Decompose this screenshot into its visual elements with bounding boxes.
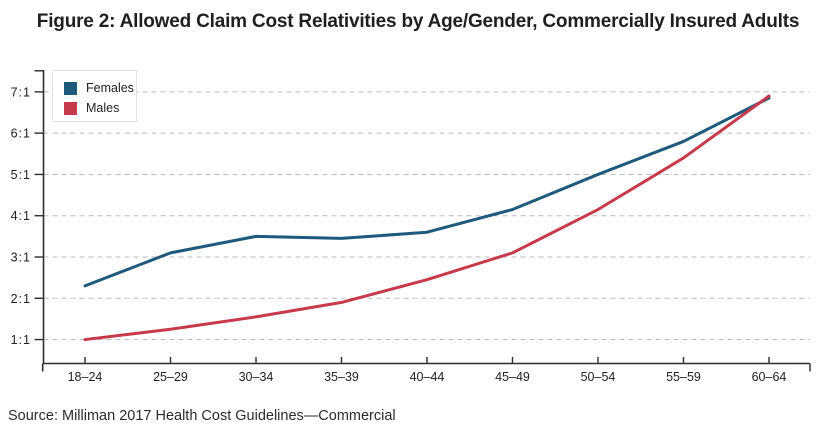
y-tick-label: 3:1	[11, 250, 31, 264]
legend-label-females: Females	[86, 81, 134, 95]
y-tick-label: 4:1	[11, 209, 31, 223]
x-tick-label: 45–49	[495, 370, 530, 384]
figure-title: Figure 2: Allowed Claim Cost Relativitie…	[36, 11, 800, 32]
x-tick-label: 25–29	[153, 370, 188, 384]
x-tick-label: 50–54	[581, 370, 616, 384]
y-tick-label: 6:1	[11, 127, 31, 141]
x-tick-label: 18–24	[68, 370, 103, 384]
x-tick-label: 35–39	[324, 370, 359, 384]
females-swatch-icon	[64, 81, 77, 95]
x-tick-label: 55–59	[666, 370, 701, 384]
males-swatch-icon	[64, 101, 77, 115]
y-tick-label: 1:1	[11, 333, 31, 347]
legend-item-females: Females	[64, 78, 136, 98]
y-tick-label: 7:1	[11, 85, 31, 99]
y-tick-label: 5:1	[11, 168, 31, 182]
x-tick-label: 40–44	[410, 370, 445, 384]
series-line-males	[83, 94, 771, 342]
x-tick-label: 60–64	[752, 370, 787, 384]
series-line-females	[83, 96, 771, 288]
source-note: Source: Milliman 2017 Health Cost Guidel…	[8, 408, 396, 424]
legend-item-males: Males	[64, 98, 136, 118]
legend: Females Males	[52, 70, 137, 122]
x-tick-label: 30–34	[239, 370, 274, 384]
legend-label-males: Males	[86, 101, 120, 115]
y-tick-label: 2:1	[11, 292, 31, 306]
